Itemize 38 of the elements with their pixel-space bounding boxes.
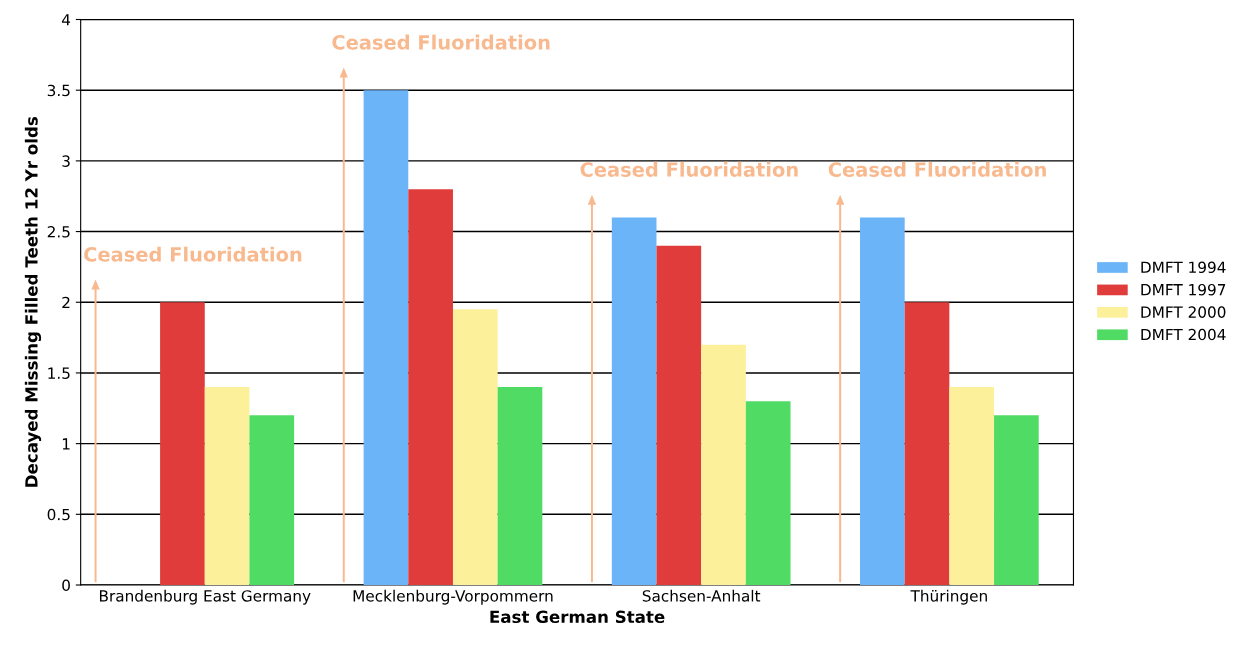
bar <box>204 387 250 585</box>
y-tick-label: 2.5 <box>47 226 70 238</box>
y-tick-label: 0.5 <box>47 508 70 521</box>
bar <box>611 217 657 585</box>
legend-label: DMFT 1997 <box>1141 283 1226 296</box>
bar <box>160 302 205 585</box>
bar <box>408 189 453 585</box>
annotation: Ceased Fluoridation <box>580 161 798 177</box>
bar <box>363 90 409 585</box>
bar <box>249 415 295 585</box>
bar <box>745 401 791 585</box>
x-tick-label: Mecklenburg-Vorpommern <box>353 589 553 605</box>
bar <box>452 309 498 585</box>
bar <box>994 415 1039 585</box>
y-tick-label: 3.5 <box>47 84 70 97</box>
legend-label: DMFT 2004 <box>1141 328 1226 341</box>
bar <box>949 387 995 585</box>
x-tick-label: Sachsen-Anhalt <box>642 589 761 602</box>
y-tick-label: 1.5 <box>48 367 70 379</box>
y-tick-label: 0 <box>62 579 70 592</box>
bar <box>656 245 702 585</box>
annotation: Ceased Fluoridation <box>84 246 302 262</box>
annotation: Ceased Fluoridation <box>828 161 1046 177</box>
bar <box>701 344 746 585</box>
bar <box>860 217 905 585</box>
legend-label: DMFT 1994 <box>1141 261 1226 274</box>
y-tick-label: 3 <box>62 155 70 167</box>
y-tick-label: 1 <box>62 438 70 450</box>
x-tick-label: Thüringen <box>910 589 987 605</box>
y-tick-label: 2 <box>62 296 70 309</box>
bar <box>497 387 543 585</box>
x-tick-label: Brandenburg East Germany <box>99 589 311 605</box>
y-axis-title: Decayed Missing Filled Teeth 12 Yr olds <box>24 116 42 487</box>
x-axis-title: East German State <box>490 610 665 624</box>
y-tick-label: 4 <box>61 14 71 26</box>
annotation: Ceased Fluoridation <box>332 34 550 50</box>
bar <box>904 302 950 585</box>
legend-label: DMFT 2000 <box>1141 306 1226 318</box>
